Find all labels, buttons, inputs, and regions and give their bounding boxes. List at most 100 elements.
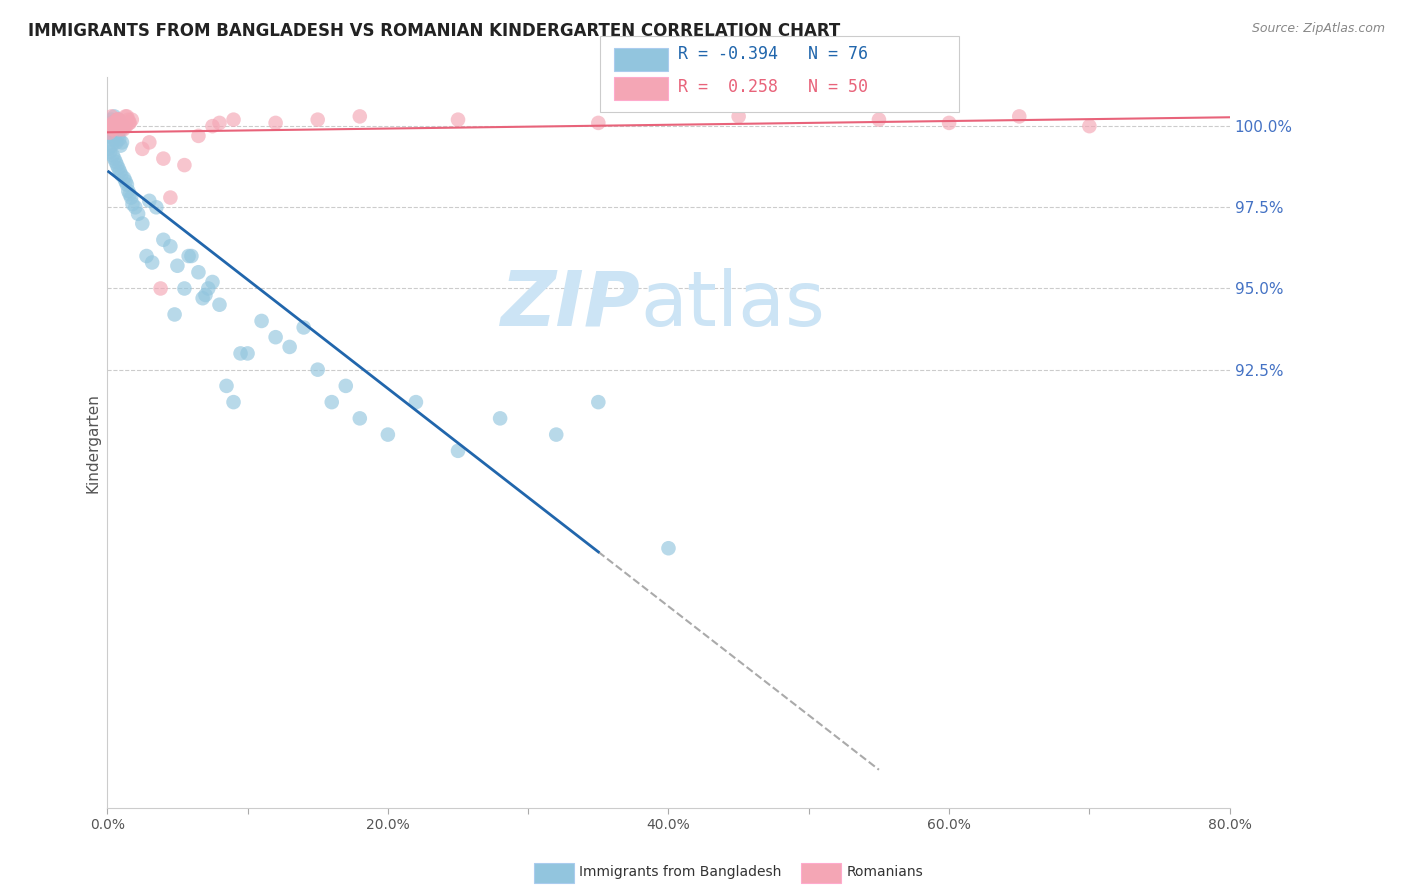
Point — [105, 136, 128, 150]
Point — [103, 152, 125, 166]
Point — [447, 112, 470, 127]
Point — [114, 119, 136, 133]
Point — [152, 233, 174, 247]
Point — [127, 207, 149, 221]
Point — [187, 128, 209, 143]
Point — [118, 116, 141, 130]
Point — [110, 168, 132, 182]
Point — [546, 427, 568, 442]
Point — [159, 239, 181, 253]
Point — [120, 190, 142, 204]
Point — [166, 259, 188, 273]
Point — [727, 109, 749, 123]
Point — [104, 154, 127, 169]
Point — [107, 112, 129, 127]
Point — [229, 346, 252, 360]
Point — [101, 116, 124, 130]
Text: ZIP: ZIP — [501, 268, 640, 342]
Text: Romanians: Romanians — [846, 865, 924, 880]
Point — [121, 197, 143, 211]
Point — [105, 158, 128, 172]
Text: IMMIGRANTS FROM BANGLADESH VS ROMANIAN KINDERGARTEN CORRELATION CHART: IMMIGRANTS FROM BANGLADESH VS ROMANIAN K… — [28, 22, 841, 40]
Point — [107, 112, 129, 127]
Point — [103, 122, 125, 136]
Point — [107, 128, 129, 143]
Point — [98, 126, 121, 140]
Point — [112, 119, 135, 133]
Point — [100, 112, 122, 127]
Point — [201, 119, 224, 133]
Point — [104, 116, 127, 130]
Point — [101, 148, 124, 162]
Point — [173, 281, 195, 295]
Point — [114, 174, 136, 188]
Point — [118, 187, 141, 202]
Point — [194, 288, 217, 302]
Point — [117, 112, 139, 127]
Point — [112, 122, 135, 136]
Point — [110, 122, 132, 136]
Point — [108, 122, 131, 136]
Point — [405, 395, 427, 409]
Point — [107, 161, 129, 176]
Point — [141, 255, 163, 269]
Text: Immigrants from Bangladesh: Immigrants from Bangladesh — [579, 865, 782, 880]
Point — [98, 126, 121, 140]
Point — [108, 132, 131, 146]
Point — [111, 136, 134, 150]
Point — [292, 320, 315, 334]
Point — [177, 249, 200, 263]
Point — [489, 411, 512, 425]
Point — [104, 119, 127, 133]
Point — [588, 395, 610, 409]
Point — [131, 142, 153, 156]
Point — [117, 184, 139, 198]
Point — [103, 109, 125, 123]
Point — [100, 128, 122, 143]
Point — [101, 122, 124, 136]
Point — [208, 116, 231, 130]
Point — [108, 119, 131, 133]
Point — [104, 119, 127, 133]
Text: R = -0.394   N = 76: R = -0.394 N = 76 — [678, 45, 868, 62]
Point — [173, 158, 195, 172]
Point — [118, 116, 141, 130]
Point — [100, 119, 122, 133]
Point — [278, 340, 301, 354]
Point — [101, 122, 124, 136]
Point — [100, 138, 122, 153]
Point — [201, 275, 224, 289]
Point — [114, 109, 136, 123]
Point — [103, 116, 125, 130]
Point — [101, 119, 124, 133]
Point — [264, 116, 287, 130]
Point — [145, 200, 167, 214]
Text: atlas: atlas — [640, 268, 825, 342]
Y-axis label: Kindergarten: Kindergarten — [86, 392, 100, 492]
Point — [105, 119, 128, 133]
Point — [208, 298, 231, 312]
Point — [1078, 119, 1101, 133]
Point — [131, 217, 153, 231]
Point — [264, 330, 287, 344]
Point — [180, 249, 202, 263]
Point — [98, 145, 121, 160]
Point — [111, 116, 134, 130]
Point — [138, 194, 160, 208]
Text: R =  0.258   N = 50: R = 0.258 N = 50 — [678, 78, 868, 96]
Point — [152, 152, 174, 166]
Point — [307, 362, 329, 376]
Point — [938, 116, 960, 130]
Point — [657, 541, 679, 556]
Point — [377, 427, 399, 442]
Text: Source: ZipAtlas.com: Source: ZipAtlas.com — [1251, 22, 1385, 36]
Point — [335, 379, 357, 393]
Point — [115, 178, 138, 192]
Point — [98, 119, 121, 133]
Point — [97, 142, 120, 156]
Point — [191, 291, 214, 305]
Point — [138, 136, 160, 150]
Point — [307, 112, 329, 127]
Point — [868, 112, 890, 127]
Point — [135, 249, 157, 263]
